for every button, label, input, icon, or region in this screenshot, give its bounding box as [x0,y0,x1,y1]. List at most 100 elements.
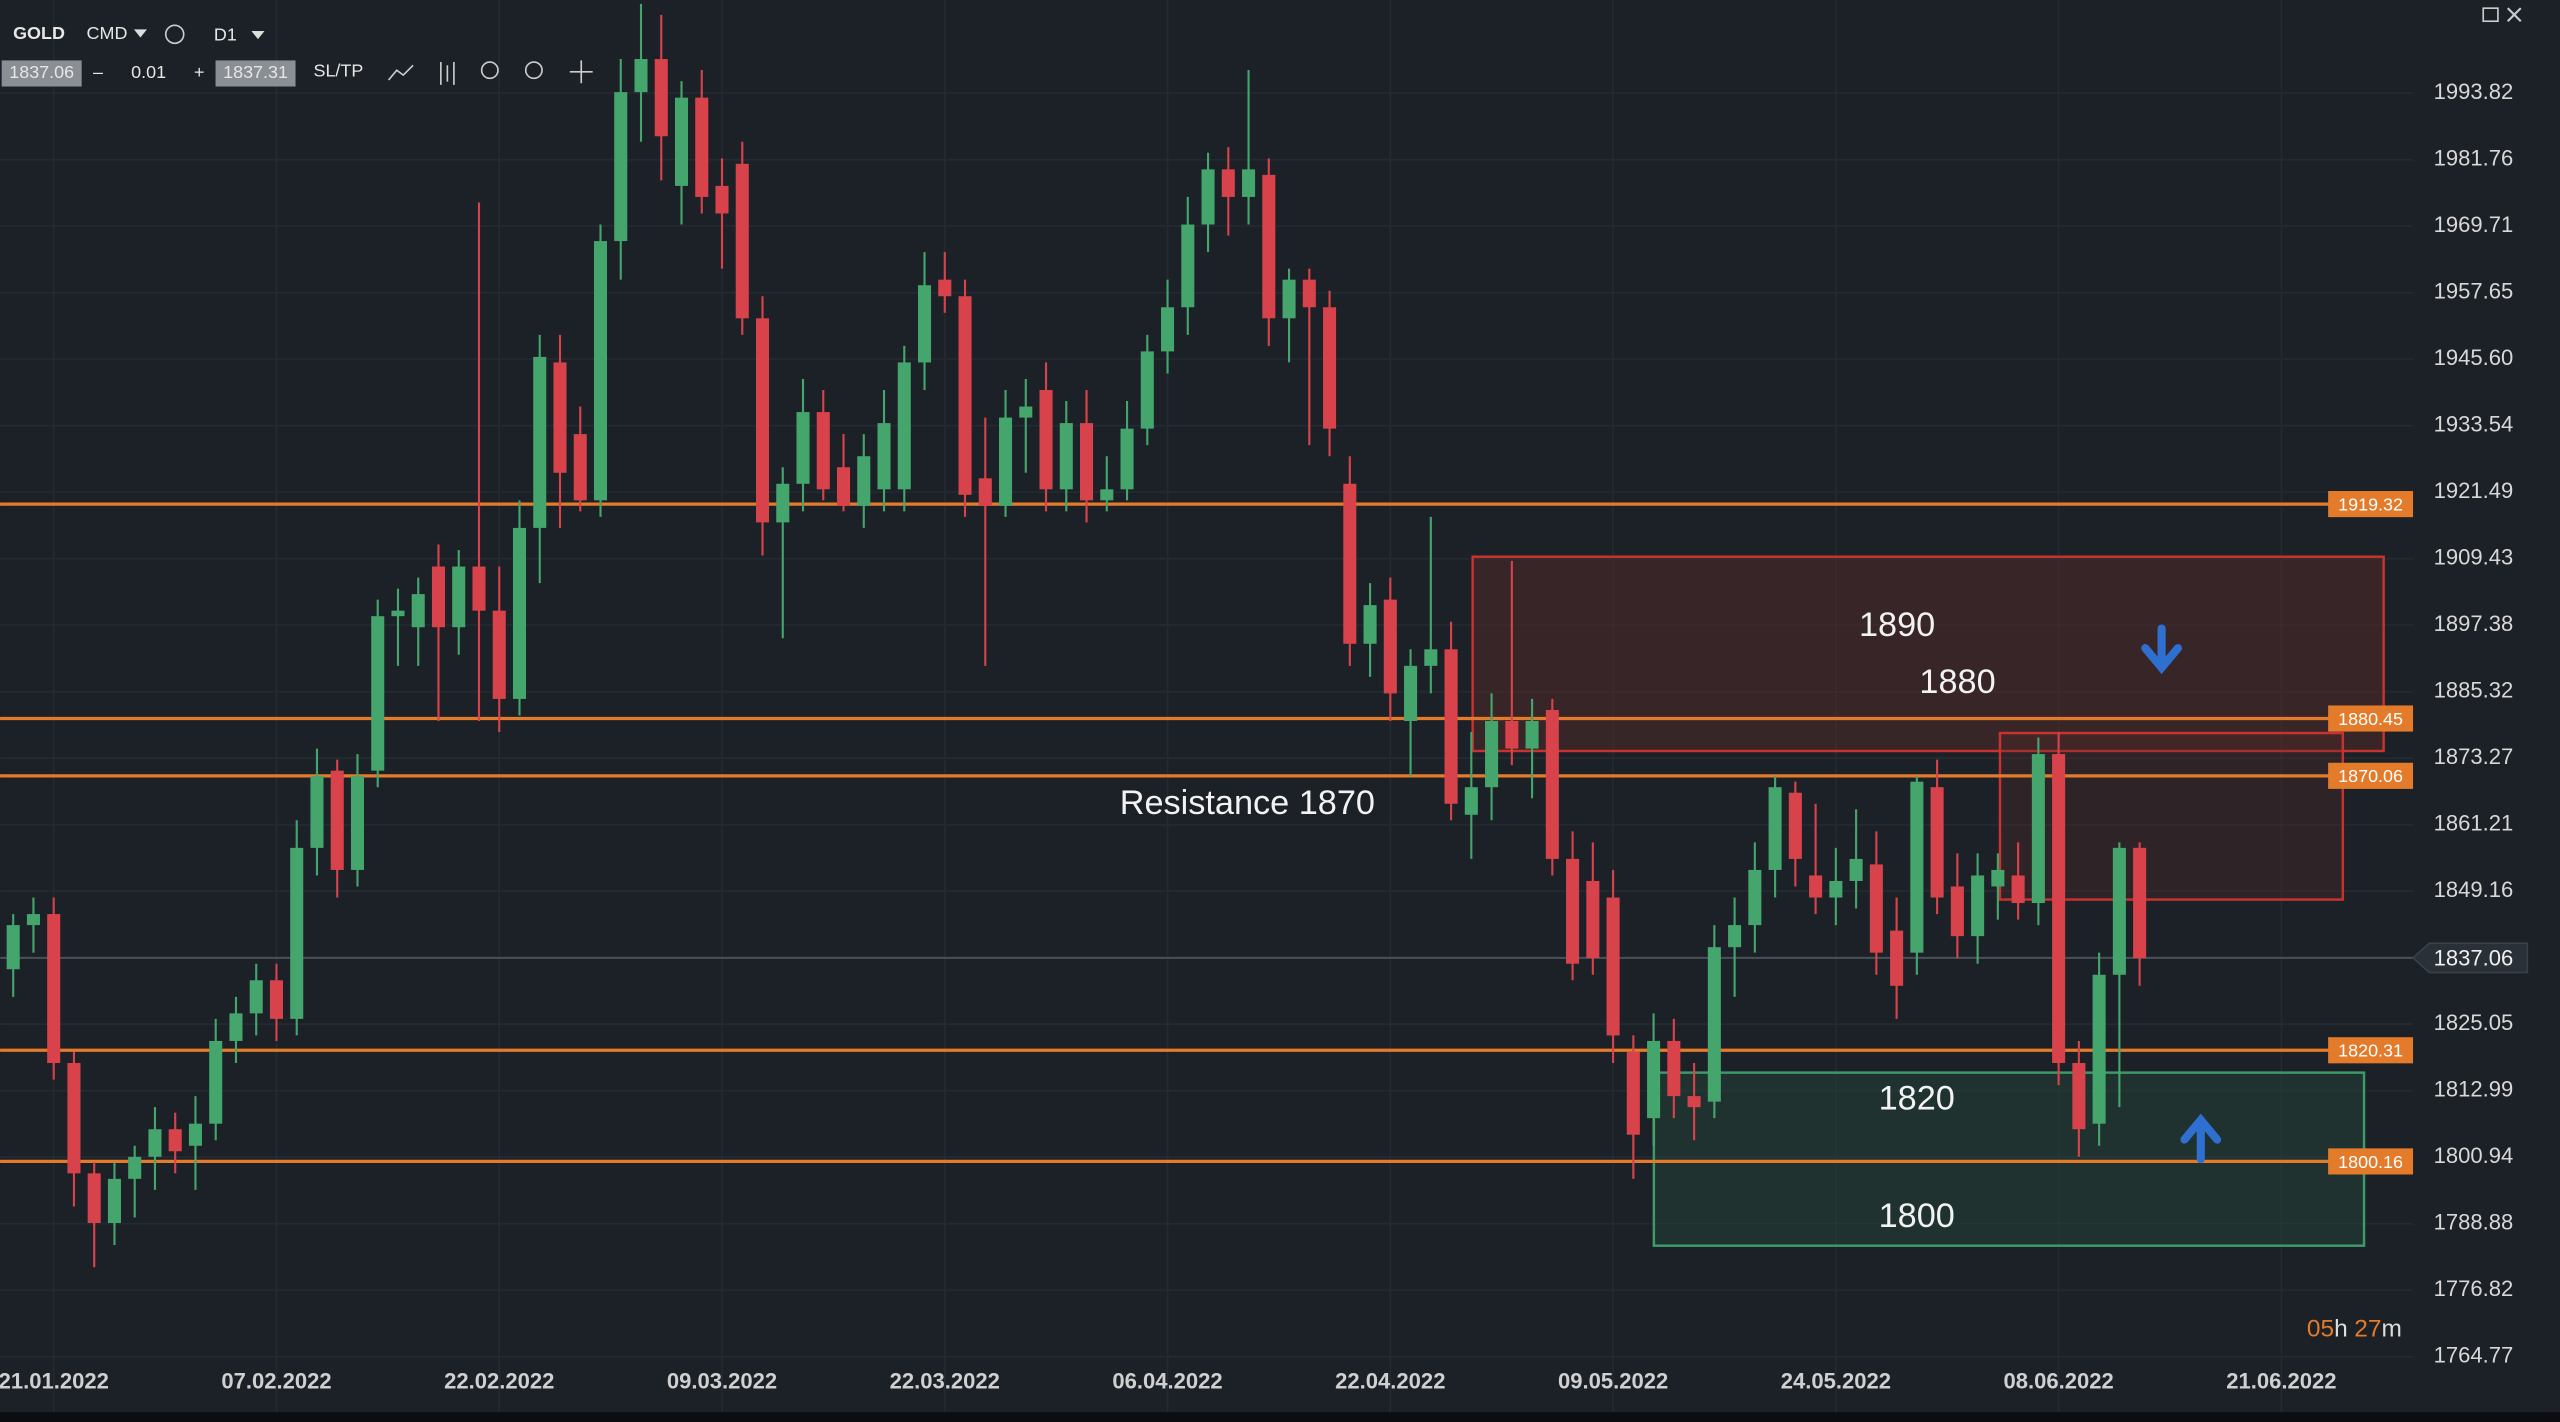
y-tick-label: 1885.32 [2434,677,2514,702]
candle-body [978,478,992,506]
ask-box[interactable] [215,60,296,87]
candle-body [1890,930,1904,986]
x-tick-label: 06.04.2022 [1112,1369,1222,1394]
levels [0,502,2414,1164]
dropdown[interactable] [251,31,265,40]
level-label: 1870.06 [2338,766,2403,786]
candle-body [512,527,527,699]
candle-body [1302,279,1316,308]
candle-body [897,362,911,490]
current-price-label: 1837.06 [2434,945,2514,970]
candle-body [310,776,324,848]
candle-body [350,776,365,870]
candle-body [452,566,466,628]
line-tool[interactable] [387,64,414,81]
candle-body [249,980,263,1014]
candle-body [1849,858,1863,881]
candle-body [1100,489,1114,501]
level-tag [2328,705,2414,732]
candle-body [958,296,972,495]
candle-body [67,1063,81,1174]
lot[interactable]: 0.01 [131,62,166,82]
candle-body [128,1156,142,1179]
candle-body [168,1129,182,1152]
candle-tool[interactable] [440,62,455,85]
y-tick-label: 1945.60 [2434,345,2514,370]
candle-body [1424,649,1438,666]
candle-body [1120,428,1134,490]
candle-body [1687,1096,1701,1108]
up-arrow [2180,1113,2222,1164]
candle-body [1343,483,1357,644]
candle-body [1586,880,1600,959]
dropdown[interactable] [133,29,147,38]
candle-body [1626,1051,1640,1135]
candle-body [999,417,1013,506]
candle-body [533,356,547,528]
annotation: 1820 [1879,1079,1955,1117]
close-button[interactable] [2506,7,2522,22]
timeframe[interactable]: D1 [214,25,237,45]
x-tick-label: 08.06.2022 [2003,1369,2113,1394]
sell-zone-small [1998,731,2345,901]
zoom-out[interactable] [480,61,499,80]
candle-body [1383,599,1397,694]
candle-body [1444,649,1458,804]
y-tick-label: 1933.54 [2434,411,2514,436]
candle-body [857,456,871,506]
y-tick-label: 1957.65 [2434,278,2514,303]
level-label: 1919.32 [2338,494,2403,514]
candle-body [2031,754,2045,904]
candle-body [2072,1063,2086,1130]
symbol[interactable]: GOLD [13,23,65,43]
x-tick-label: 07.02.2022 [221,1369,331,1394]
candle-body [492,610,506,699]
level-tag [2328,1037,2414,1064]
x-tick-label: 24.05.2022 [1781,1369,1891,1394]
candle-body [1788,792,1802,859]
timer: 05h 27m [2307,1316,2402,1343]
plus[interactable]: + [194,62,204,82]
y-tick-label: 1776.82 [2434,1276,2514,1301]
ask: 1837.31 [223,62,288,82]
candle-body [2112,847,2126,975]
candle-body [1242,169,1256,197]
crosshair[interactable] [569,60,593,84]
y-tick-label: 1909.43 [2434,544,2514,569]
candle-body [1545,709,1559,859]
minus[interactable]: – [93,62,103,82]
candle-body [188,1123,202,1146]
candle-body [755,318,770,523]
y-tick-label: 1921.49 [2434,478,2514,503]
candle-body [1910,781,1924,953]
bid: 1837.06 [9,62,74,82]
x-tick-label: 09.05.2022 [1558,1369,1668,1394]
sltp[interactable]: SL/TP [313,61,363,81]
candles [6,3,2147,1268]
level-tag [2328,491,2414,518]
candle-body [1201,169,1215,225]
info-icon[interactable] [164,24,185,45]
candle-body [1404,665,1418,721]
annotation: 1800 [1879,1197,1955,1235]
candle-body [1525,720,1539,749]
candle-body [1606,897,1620,1036]
candle-body [614,92,628,242]
candle-body [1647,1040,1661,1119]
candle-body [1950,886,1964,937]
zoom-in[interactable] [524,61,543,80]
window-button[interactable] [2482,7,2499,23]
level-label: 1820.31 [2338,1041,2403,1061]
bid-box[interactable] [1,60,82,87]
candle-body [472,566,486,611]
candle-body [229,1013,243,1041]
timer-unit: h [2334,1316,2348,1343]
candle-body [330,770,344,870]
buy-zone [1652,1071,2366,1247]
candle-body [917,285,932,363]
level-tag [2328,1148,2414,1175]
candle-body [1991,869,2005,887]
candle-body [1505,720,1519,749]
level-label: 1880.45 [2338,709,2403,729]
